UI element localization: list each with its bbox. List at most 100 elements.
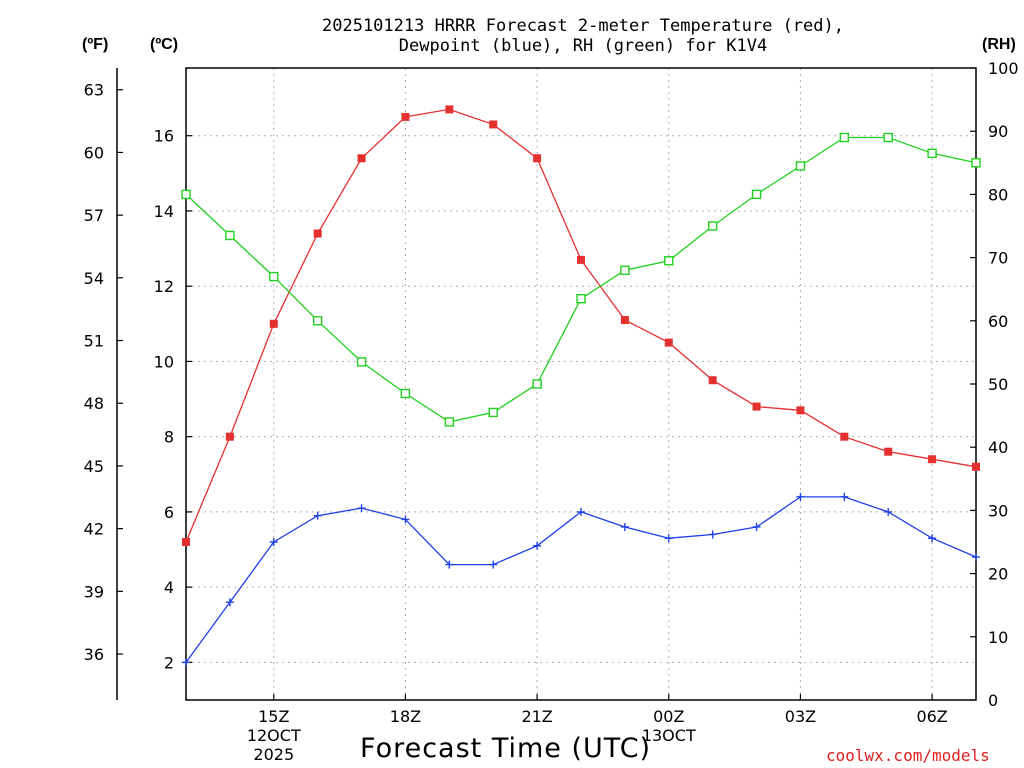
series-line-temperature — [185, 108, 977, 543]
data-point-dewpoint — [489, 560, 498, 569]
data-point-temperature — [445, 105, 454, 114]
celsius-tick-label: 6 — [164, 503, 174, 522]
rh-tick-label: 30 — [988, 501, 1008, 520]
data-point-rh — [751, 189, 762, 200]
data-point-temperature — [664, 338, 673, 347]
series-line-dewpoint — [185, 496, 977, 663]
data-point-dewpoint — [577, 507, 585, 516]
fahrenheit-tick-label: 36 — [84, 645, 104, 664]
data-point-temperature — [620, 316, 629, 325]
data-point-rh — [576, 293, 586, 304]
celsius-axis-unit: (ºC) — [150, 36, 179, 53]
data-point-dewpoint — [752, 522, 761, 531]
data-point-temperature — [269, 319, 278, 328]
fahrenheit-tick-label: 60 — [84, 143, 104, 162]
series-line-rh — [185, 136, 977, 423]
rh-tick-label: 50 — [988, 375, 1008, 394]
celsius-tick-label: 8 — [164, 428, 174, 447]
data-point-rh — [839, 132, 850, 143]
rh-tick-label: 70 — [988, 249, 1008, 268]
plot-frame — [185, 67, 977, 701]
rh-tick-label: 90 — [988, 122, 1008, 141]
data-point-temperature — [972, 462, 980, 471]
fahrenheit-tick-label: 48 — [84, 394, 104, 413]
x-tick-label: 00Z — [653, 707, 684, 726]
data-point-dewpoint — [884, 507, 893, 516]
data-point-dewpoint — [664, 534, 673, 543]
celsius-tick-label: 4 — [164, 578, 174, 597]
x-tick-label: 21Z — [521, 707, 552, 726]
data-point-temperature — [225, 432, 234, 441]
celsius-tick-label: 16 — [154, 127, 174, 146]
data-point-temperature — [884, 447, 893, 456]
fahrenheit-tick-label: 54 — [84, 269, 104, 288]
rh-tick-label: 0 — [988, 691, 998, 710]
data-point-temperature — [533, 154, 542, 163]
rh-tick-label: 10 — [988, 628, 1008, 647]
data-point-dewpoint — [401, 515, 410, 524]
fahrenheit-axis-unit: (ºF) — [82, 36, 109, 53]
credit-link[interactable]: coolwx.com/models — [826, 746, 990, 765]
chart-title-line-2: Dewpoint (blue), RH (green) for K1V4 — [398, 36, 768, 56]
data-point-dewpoint — [533, 541, 542, 550]
chart-title-line-1: 2025101213 HRRR Forecast 2-meter Tempera… — [322, 16, 844, 36]
data-point-dewpoint — [972, 553, 980, 562]
data-point-rh — [620, 265, 630, 275]
data-point-dewpoint — [708, 530, 717, 539]
data-point-temperature — [357, 154, 366, 163]
fahrenheit-tick-label: 42 — [84, 520, 104, 539]
data-point-temperature — [928, 455, 937, 464]
data-point-rh — [532, 379, 542, 389]
data-point-rh — [312, 316, 323, 326]
x-tick-label: 03Z — [785, 707, 816, 726]
data-point-dewpoint — [269, 538, 278, 546]
x-tick-label: 18Z — [390, 707, 421, 726]
rh-tick-label: 20 — [988, 565, 1008, 584]
fahrenheit-tick-label: 63 — [84, 81, 104, 100]
data-point-rh — [927, 148, 937, 159]
data-point-dewpoint — [313, 511, 322, 520]
fahrenheit-tick-label: 45 — [84, 457, 104, 476]
celsius-tick-label: 12 — [154, 277, 174, 296]
data-point-dewpoint — [445, 560, 454, 569]
data-point-rh — [181, 189, 191, 200]
rh-tick-label: 100 — [988, 59, 1019, 78]
data-point-rh — [488, 407, 498, 418]
data-point-rh — [225, 230, 235, 241]
data-point-rh — [269, 271, 279, 282]
fahrenheit-tick-label: 57 — [84, 206, 104, 225]
rh-tick-label: 40 — [988, 438, 1008, 457]
data-point-temperature — [313, 229, 322, 238]
x-tick-label: 12OCT — [247, 726, 301, 745]
rh-tick-label: 60 — [988, 312, 1008, 331]
data-point-rh — [795, 161, 806, 171]
data-point-temperature — [489, 120, 498, 129]
data-point-dewpoint — [840, 492, 849, 501]
rh-tick-label: 80 — [988, 185, 1008, 204]
data-point-dewpoint — [357, 504, 366, 513]
fahrenheit-tick-label: 51 — [84, 332, 104, 351]
data-point-temperature — [752, 402, 761, 411]
data-point-dewpoint — [796, 492, 805, 501]
data-point-temperature — [182, 538, 190, 546]
celsius-tick-label: 10 — [154, 352, 174, 371]
data-point-dewpoint — [928, 534, 937, 543]
x-tick-label: 13OCT — [642, 726, 696, 745]
data-point-rh — [883, 132, 893, 143]
x-axis-label: Forecast Time (UTC) — [360, 733, 652, 764]
data-point-dewpoint — [225, 598, 234, 607]
data-point-rh — [400, 388, 411, 399]
data-point-rh — [664, 256, 674, 266]
data-point-dewpoint — [182, 658, 190, 667]
data-point-temperature — [401, 112, 410, 121]
celsius-tick-label: 2 — [164, 653, 174, 672]
data-point-rh — [356, 357, 367, 367]
data-point-temperature — [577, 255, 585, 264]
fahrenheit-tick-label: 39 — [84, 582, 104, 601]
x-tick-label: 15Z — [258, 707, 289, 726]
data-point-temperature — [708, 376, 717, 385]
data-point-rh — [971, 158, 981, 168]
data-point-temperature — [796, 406, 805, 415]
celsius-tick-label: 14 — [154, 202, 174, 221]
